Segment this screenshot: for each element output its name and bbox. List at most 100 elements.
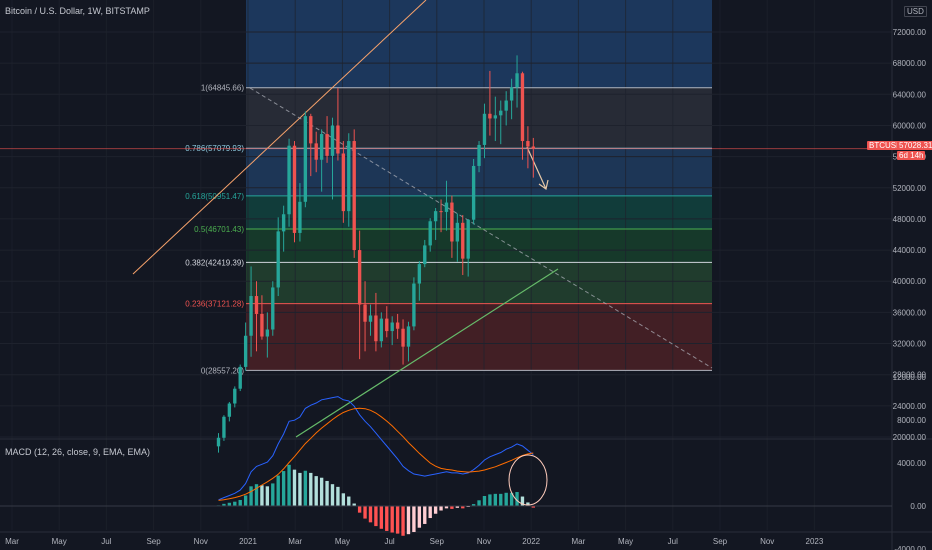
candle-body — [309, 116, 313, 144]
price-tick-label: 72000.00 — [893, 28, 927, 37]
macd-histogram-bar — [336, 486, 340, 506]
macd-histogram-bar — [428, 506, 432, 519]
time-tick-label: 2023 — [806, 537, 824, 546]
candle-body — [417, 264, 422, 284]
fib-level-label: 0(28557.20) — [201, 366, 244, 375]
macd-histogram-bar — [482, 496, 487, 506]
candle-body — [504, 100, 508, 111]
macd-line — [218, 396, 534, 501]
candle-body — [260, 313, 264, 337]
price-tick-label: 64000.00 — [893, 90, 927, 99]
time-tick-label: Sep — [146, 537, 161, 546]
symbol-title[interactable]: Bitcoin / U.S. Dollar, 1W, BITSTAMP — [5, 6, 150, 16]
time-tick-label: Nov — [760, 537, 774, 546]
fib-zone — [246, 195, 712, 230]
candle-body — [461, 222, 465, 259]
time-tick-label: Nov — [194, 537, 208, 546]
time-tick-label: Jul — [101, 537, 111, 546]
forecast-arrowhead — [538, 179, 549, 191]
candle-body — [325, 134, 329, 156]
macd-histogram-bar — [271, 483, 275, 506]
forecast-arrow — [526, 146, 547, 190]
candle-body — [243, 335, 248, 367]
candle-body — [298, 201, 302, 233]
price-tick-label: 60000.00 — [893, 121, 927, 130]
macd-title[interactable]: MACD (12, 26, close, 9, EMA, EMA) — [5, 447, 151, 457]
candle-body — [276, 231, 280, 288]
macd-histogram-bar — [395, 506, 400, 534]
last-price-badge: 57028.31 — [897, 141, 932, 150]
bar-countdown-badge: 6d 14h — [897, 151, 926, 160]
candle-body — [433, 211, 438, 222]
time-tick-label: Nov — [477, 537, 491, 546]
candle-body — [341, 153, 346, 212]
fib-level-label: 0.618(50951.47) — [185, 192, 244, 201]
macd-histogram-bar — [357, 506, 362, 513]
trend-lines — [0, 0, 892, 438]
macd-histogram — [216, 464, 536, 536]
candle-body — [303, 116, 308, 202]
macd-tick-label: 4000.00 — [897, 459, 926, 468]
candle-body — [450, 202, 454, 242]
currency-badge[interactable]: USD — [904, 6, 927, 17]
candle-body — [314, 143, 318, 160]
support-trend-line — [295, 268, 559, 438]
fib-zone-top — [246, 0, 712, 88]
candle-body — [509, 87, 514, 101]
candle-body — [249, 296, 253, 336]
macd-tick-label: 8000.00 — [897, 416, 926, 425]
candle-body — [477, 144, 481, 166]
price-tick-label: 44000.00 — [893, 246, 927, 255]
macd-histogram-bar — [417, 506, 422, 528]
price-tick-label: 20000.00 — [893, 433, 927, 442]
macd-histogram-bar — [461, 506, 465, 509]
macd-histogram-bar — [509, 492, 514, 506]
macd-histogram-bar — [477, 500, 481, 506]
macd-histogram-bar — [406, 506, 411, 535]
price-tick-label: 24000.00 — [893, 402, 927, 411]
macd-tick-label: 12000.00 — [893, 373, 927, 382]
macd-histogram-bar — [444, 506, 449, 509]
macd-histogram-bar — [281, 471, 286, 506]
macd-histogram-bar — [401, 506, 405, 536]
macd-histogram-bar — [471, 504, 476, 506]
candle-body — [499, 110, 503, 116]
time-tick-label: Jul — [668, 537, 678, 546]
candle-body — [227, 403, 232, 417]
candle-body — [471, 165, 476, 220]
candle-body — [336, 125, 340, 154]
fib-zone — [246, 229, 712, 263]
candle-body — [493, 115, 498, 119]
candle-body — [347, 141, 351, 212]
fib-level-label: 0.5(46701.43) — [194, 225, 244, 234]
ticker-badge: BTCUSD — [867, 141, 904, 150]
candle-body — [238, 366, 242, 389]
candle-body — [319, 134, 324, 160]
time-tick-label: May — [52, 537, 67, 546]
candle-body — [271, 287, 275, 330]
candle-body — [395, 322, 400, 329]
price-tick-label: 68000.00 — [893, 59, 927, 68]
fibonacci-zones — [246, 0, 712, 371]
fib-zone — [246, 87, 712, 149]
macd-histogram-bar — [450, 506, 454, 509]
candle-body — [374, 315, 378, 342]
ascending-resistance-line — [132, 0, 427, 275]
macd-histogram-bar — [390, 506, 394, 533]
macd-histogram-bar — [412, 506, 416, 533]
macd-histogram-bar — [515, 492, 519, 506]
macd-histogram-bar — [520, 496, 525, 506]
candle-body — [292, 145, 297, 233]
candle-body — [466, 219, 470, 259]
fib-zone — [246, 262, 712, 304]
macd-histogram-bar — [222, 503, 226, 506]
macd-histogram-bar — [303, 470, 308, 506]
macd-histogram-bar — [493, 493, 498, 506]
macd-histogram-bar — [368, 506, 373, 523]
candle-body — [423, 245, 427, 265]
macd-histogram-bar — [254, 484, 259, 506]
candle-body — [265, 329, 270, 337]
price-tick-label: 48000.00 — [893, 215, 927, 224]
time-tick-label: May — [335, 537, 350, 546]
